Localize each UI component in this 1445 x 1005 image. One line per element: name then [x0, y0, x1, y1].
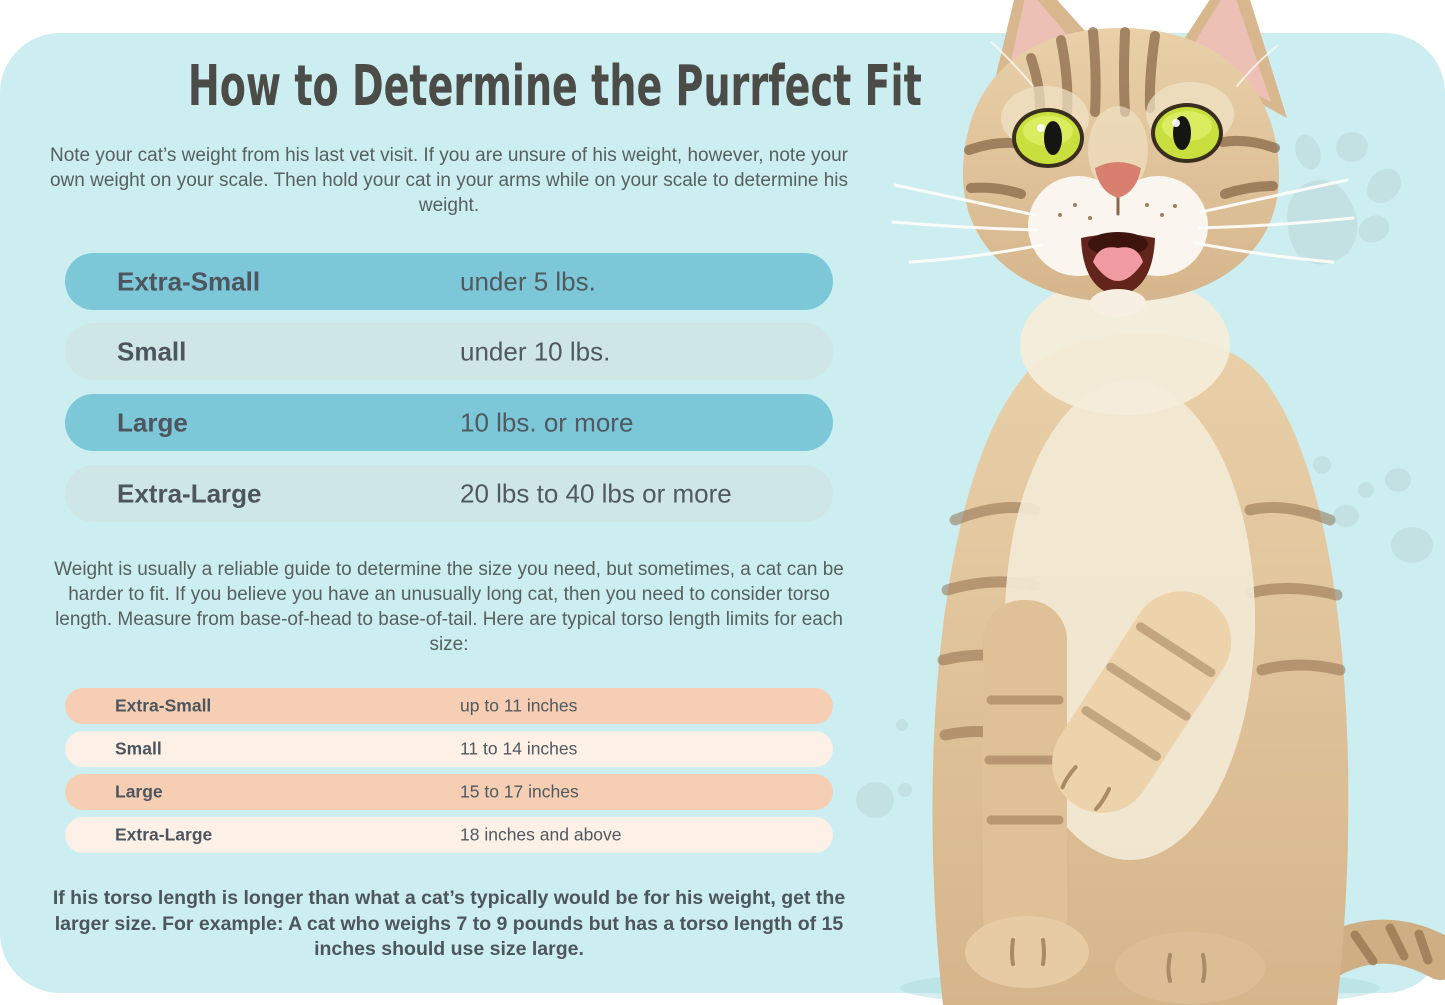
- weight-value: under 5 lbs.: [460, 266, 596, 296]
- size-label: Small: [117, 336, 187, 366]
- footer-paragraph: If his torso length is longer than what …: [52, 887, 846, 961]
- torso-value: 11 to 14 inches: [460, 738, 578, 759]
- torso-row-large: Large 15 to 17 inches: [65, 774, 833, 810]
- size-label: Large: [115, 781, 163, 802]
- size-label: Large: [117, 407, 188, 437]
- weight-row-extra-large: Extra-Large 20 lbs to 40 lbs or more: [65, 465, 833, 522]
- torso-paragraph: Weight is usually a reliable guide to de…: [54, 559, 844, 656]
- paw-watermark-layer: [856, 131, 1433, 824]
- size-label: Extra-Large: [117, 478, 262, 508]
- size-label: Extra-Small: [115, 695, 212, 716]
- weight-row-small: Small under 10 lbs.: [65, 323, 833, 380]
- content-column: How to Determine the Purrfect Fit Note y…: [50, 0, 922, 1005]
- torso-row-extra-small: Extra-Small up to 11 inches: [65, 688, 833, 724]
- page-title: How to Determine the Purrfect Fit: [187, 54, 922, 119]
- size-label: Extra-Small: [117, 266, 261, 296]
- cat-photo: [885, 0, 1445, 1005]
- weight-value: 10 lbs. or more: [460, 407, 634, 437]
- intro-paragraph: Note your cat’s weight from his last vet…: [49, 145, 849, 217]
- torso-row-small: Small 11 to 14 inches: [65, 731, 833, 767]
- torso-value: up to 11 inches: [460, 695, 578, 716]
- weight-value: under 10 lbs.: [460, 336, 611, 366]
- paw-print-icon: [1287, 131, 1402, 265]
- torso-value: 15 to 17 inches: [460, 781, 579, 802]
- weight-value: 20 lbs to 40 lbs or more: [460, 478, 732, 508]
- tabby-cat-illustration: [891, 0, 1445, 1005]
- weight-row-extra-small: Extra-Small under 5 lbs.: [65, 253, 833, 310]
- size-label: Extra-Large: [115, 824, 213, 845]
- weight-row-large: Large 10 lbs. or more: [65, 394, 833, 451]
- cat-eyes: [1012, 103, 1223, 168]
- torso-value: 18 inches and above: [460, 824, 622, 845]
- size-label: Small: [115, 738, 162, 759]
- torso-row-extra-large: Extra-Large 18 inches and above: [65, 817, 833, 853]
